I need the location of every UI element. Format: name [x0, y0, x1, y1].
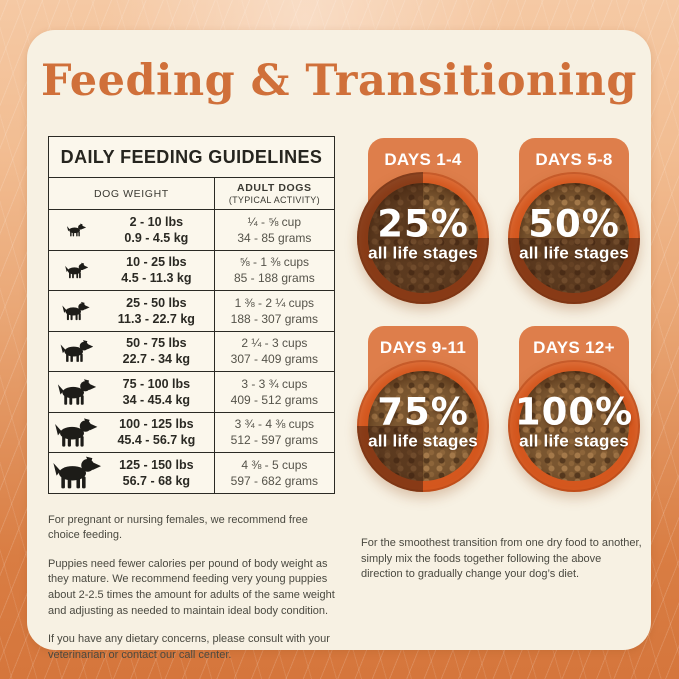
dog-weight-value: 25 - 50 lbs 11.3 - 22.7 kg: [117, 295, 195, 326]
dog-weight-value: 75 - 100 lbs 34 - 45.4 kg: [122, 376, 191, 407]
dog-weight-cell: 2 - 10 lbs 0.9 - 4.5 kg: [49, 210, 214, 250]
dog-weight-value: 2 - 10 lbs 0.9 - 4.5 kg: [124, 214, 189, 245]
life-stages-label: all life stages: [519, 431, 629, 451]
feeding-amount-cell: 1 ⅜ - 2 ¼ cups 188 - 307 grams: [213, 291, 334, 331]
dog-silhouette-icon: [49, 417, 103, 448]
feeding-amount-cell: ⅝ - 1 ⅜ cups 85 - 188 grams: [213, 250, 334, 290]
food-bowl: 50% all life stages: [508, 172, 640, 304]
percent-label: 75%: [377, 390, 469, 434]
content-area: DAILY FEEDING GUIDELINES DOG WEIGHT ADUL…: [27, 106, 651, 676]
life-stages-label: all life stages: [519, 243, 629, 263]
food-bowl: 25% all life stages: [357, 172, 489, 304]
bowl-caption: 50% all life stages: [504, 206, 644, 264]
left-column: DAILY FEEDING GUIDELINES DOG WEIGHT ADUL…: [48, 136, 335, 676]
table-row: 50 - 75 lbs 22.7 - 34 kg 2 ¼ - 3 cups 307 …: [49, 331, 334, 372]
dog-weight-cell: 100 - 125 lbs 45.4 - 56.7 kg: [49, 413, 214, 453]
life-stages-label: all life stages: [368, 431, 478, 451]
feeding-guidelines-table: DAILY FEEDING GUIDELINES DOG WEIGHT ADUL…: [48, 136, 335, 494]
dog-weight-cell: 50 - 75 lbs 22.7 - 34 kg: [49, 332, 214, 372]
column-header-dog-weight: DOG WEIGHT: [93, 187, 169, 200]
table-title: DAILY FEEDING GUIDELINES: [49, 137, 334, 178]
footnote-puppies: Puppies need fewer calories per pound of…: [48, 557, 335, 617]
table-row: 75 - 100 lbs 34 - 45.4 kg 3 - 3 ¾ cups 409…: [49, 372, 334, 413]
bowl-caption: 25% all life stages: [353, 206, 493, 264]
table-row: 100 - 125 lbs 45.4 - 56.7 kg 3 ¾ - 4 ⅜ cu…: [49, 412, 334, 453]
dog-weight-value: 50 - 75 lbs 22.7 - 34 kg: [122, 336, 191, 367]
footnotes-right: For the smoothest transition from one dr…: [348, 536, 655, 583]
mix-shade-overlay: [357, 360, 489, 492]
percent-label: 100%: [514, 390, 634, 434]
bowl-caption: 75% all life stages: [353, 394, 493, 452]
table-row: 125 - 150 lbs 56.7 - 68 kg 4 ⅜ - 5 cups 59…: [49, 453, 334, 493]
column-header-adult-dogs: ADULT DOGS (TYPICAL ACTIVITY): [213, 178, 334, 209]
footnote-dietary: If you have any dietary concerns, please…: [48, 633, 330, 661]
dog-weight-cell: 125 - 150 lbs 56.7 - 68 kg: [49, 453, 214, 493]
feeding-amount-cell: 3 ¾ - 4 ⅜ cups 512 - 597 grams: [213, 412, 334, 452]
feeding-amount-cell: 3 - 3 ¾ cups 409 - 512 grams: [213, 372, 334, 412]
dog-silhouette-icon: [49, 262, 103, 279]
dog-weight-value: 100 - 125 lbs 45.4 - 56.7 kg: [117, 417, 196, 448]
life-stages-label: all life stages: [368, 243, 478, 263]
dog-weight-value: 125 - 150 lbs 56.7 - 68 kg: [119, 457, 194, 488]
food-bowl: 100% all life stages: [508, 360, 640, 492]
percent-label: 25%: [377, 202, 469, 246]
mix-shade-overlay: [508, 172, 640, 304]
dog-weight-cell: 10 - 25 lbs 4.5 - 11.3 kg: [49, 251, 214, 291]
footnote-transition: For the smoothest transition from one dr…: [361, 537, 642, 581]
transition-step-days-12-plus: DAYS 12+ 100% all life stages: [499, 324, 649, 512]
dog-weight-cell: 25 - 50 lbs 11.3 - 22.7 kg: [49, 291, 214, 331]
dog-silhouette-icon: [49, 378, 103, 406]
dog-silhouette-icon: [49, 339, 103, 363]
table-row: 10 - 25 lbs 4.5 - 11.3 kg ⅝ - 1 ⅜ cups 85 …: [49, 250, 334, 291]
percent-label: 50%: [528, 202, 620, 246]
transition-step-days-5-8: DAYS 5-8 50% all life stages: [499, 136, 649, 324]
table-row: 2 - 10 lbs 0.9 - 4.5 kg ¼ - ⅝ cup 34 - 85 …: [49, 210, 334, 251]
feeding-amount-cell: 4 ⅜ - 5 cups 597 - 682 grams: [213, 453, 334, 493]
transition-step-days-9-11: DAYS 9-11 75% all life stages: [348, 324, 498, 512]
dog-silhouette-icon: [49, 223, 103, 237]
table-row: 25 - 50 lbs 11.3 - 22.7 kg 1 ⅜ - 2 ¼ cups…: [49, 291, 334, 332]
column-header-adult-dogs-line2: (TYPICAL ACTIVITY): [228, 195, 320, 205]
page-title: Feeding & Transitioning: [41, 56, 637, 106]
mix-shade-overlay: [357, 172, 489, 304]
kibble-photo: [519, 371, 629, 481]
dog-silhouette-icon: [49, 455, 103, 490]
transition-step-days-1-4: DAYS 1-4 25% all life stages: [348, 136, 498, 324]
dog-weight-cell: 75 - 100 lbs 34 - 45.4 kg: [49, 372, 214, 412]
dog-weight-value: 10 - 25 lbs 4.5 - 11.3 kg: [121, 255, 192, 286]
transition-bowls: DAYS 1-4 25% all life stages DAYS 5-8: [348, 136, 655, 512]
footnotes-left: For pregnant or nursing females, we reco…: [48, 513, 335, 664]
feeding-amount-cell: 2 ¼ - 3 cups 307 - 409 grams: [213, 331, 334, 371]
info-card: Feeding & Transitioning DAILY FEEDING GU…: [27, 30, 651, 661]
feeding-amount-cell: ¼ - ⅝ cup 34 - 85 grams: [213, 210, 334, 250]
column-header-adult-dogs-line1: ADULT DOGS: [237, 182, 312, 194]
dog-silhouette-icon: [49, 301, 103, 321]
right-column: DAYS 1-4 25% all life stages DAYS 5-8: [348, 136, 655, 676]
table-header-row: DOG WEIGHT ADULT DOGS (TYPICAL ACTIVITY): [49, 178, 334, 210]
bowl-caption: 100% all life stages: [504, 394, 644, 452]
footnote-pregnant: For pregnant or nursing females, we reco…: [48, 513, 308, 542]
food-bowl: 75% all life stages: [357, 360, 489, 492]
